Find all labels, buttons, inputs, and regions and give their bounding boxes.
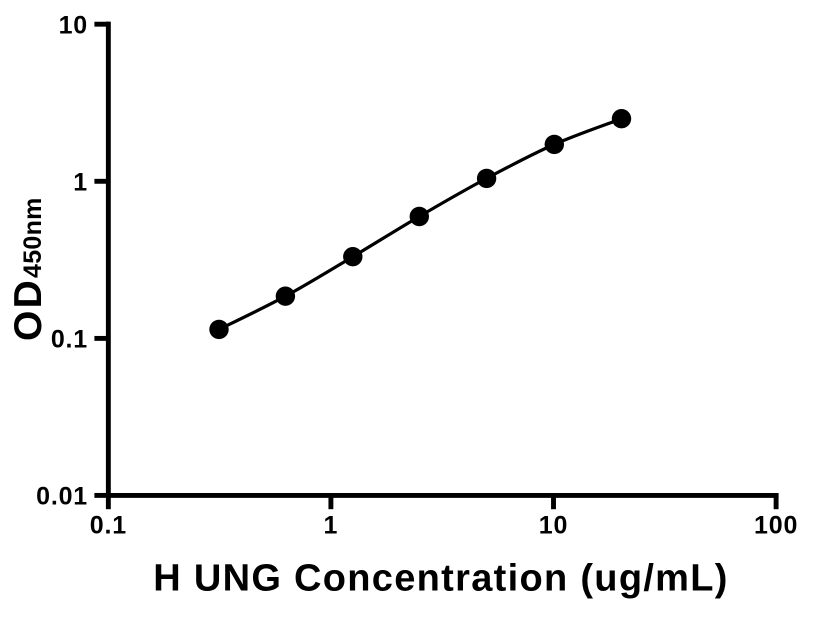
svg-text:10: 10 — [539, 512, 568, 540]
svg-text:0.01: 0.01 — [36, 483, 88, 511]
svg-text:1: 1 — [73, 168, 88, 196]
svg-text:10: 10 — [59, 11, 88, 39]
svg-text:100: 100 — [754, 512, 798, 540]
svg-text:0.1: 0.1 — [51, 326, 88, 354]
svg-text:0.1: 0.1 — [90, 512, 127, 540]
svg-text:1: 1 — [324, 512, 339, 540]
svg-text:H UNG Concentration (ug/mL): H UNG Concentration (ug/mL) — [153, 558, 729, 600]
svg-text:OD450nm: OD450nm — [7, 197, 50, 341]
